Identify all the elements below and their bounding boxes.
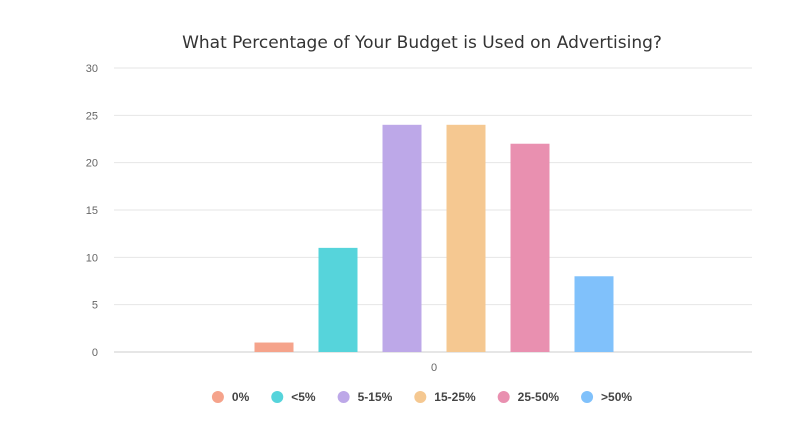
bar-5-15%[interactable] — [382, 124, 422, 352]
legend-swatch — [581, 391, 594, 403]
legend-swatch — [337, 391, 350, 403]
y-tick-label: 25 — [86, 110, 98, 122]
legend-label: 25-50% — [518, 390, 560, 404]
bar->50%[interactable] — [574, 276, 614, 352]
y-tick-label: 0 — [92, 347, 98, 359]
x-axis-ticks: 0 — [431, 362, 437, 374]
legend-item[interactable]: <5% — [271, 390, 316, 404]
x-tick-label: 0 — [431, 362, 437, 374]
y-tick-label: 5 — [92, 300, 98, 312]
legend-item[interactable]: 25-50% — [497, 390, 560, 404]
y-tick-label: 20 — [86, 158, 98, 170]
bar-25-50%[interactable] — [510, 143, 550, 352]
legend: 0% <5% 5-15% 15-25% 25-50% >50% — [211, 390, 632, 404]
bar-15-25%[interactable] — [446, 124, 486, 352]
y-tick-label: 10 — [86, 252, 98, 264]
bars — [254, 124, 614, 352]
legend-label: >50% — [601, 390, 632, 404]
legend-label: 5-15% — [358, 390, 393, 404]
legend-label: 15-25% — [434, 390, 476, 404]
legend-item[interactable]: >50% — [581, 390, 632, 404]
bar-<5%[interactable] — [318, 247, 358, 352]
legend-item[interactable]: 15-25% — [414, 390, 476, 404]
y-tick-label: 15 — [86, 205, 98, 217]
legend-swatch — [414, 391, 427, 403]
legend-item[interactable]: 5-15% — [337, 390, 393, 404]
legend-item[interactable]: 0% — [211, 390, 250, 404]
legend-label: <5% — [291, 390, 316, 404]
legend-swatch — [497, 391, 510, 403]
chart-title: What Percentage of Your Budget is Used o… — [182, 33, 662, 53]
bar-0%[interactable] — [254, 342, 294, 352]
y-axis-ticks: 0 5 10 15 20 25 30 — [86, 63, 98, 359]
y-tick-label: 30 — [86, 63, 98, 75]
legend-swatch — [271, 391, 284, 403]
legend-label: 0% — [232, 390, 250, 404]
gridlines — [114, 67, 752, 353]
legend-swatch — [211, 391, 224, 403]
